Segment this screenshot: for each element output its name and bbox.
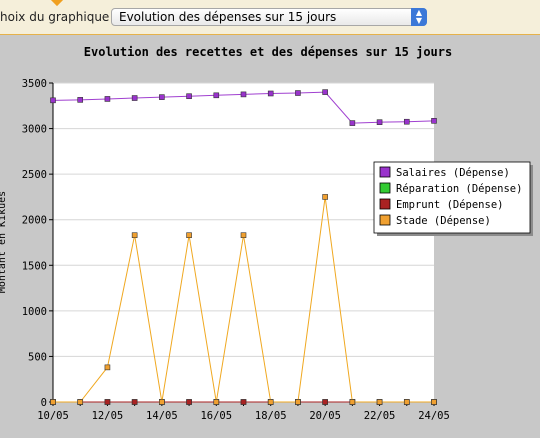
data-point (104, 96, 111, 102)
tab-notch (49, 0, 65, 7)
data-point (186, 399, 192, 405)
data-point (349, 120, 356, 126)
chart-choice-select[interactable]: Evolution des dépenses sur 15 jours ▲ ▼ (111, 8, 427, 26)
legend: Salaires (Dépense) Réparation (Dépense) Em… (373, 161, 533, 236)
data-point (403, 118, 410, 125)
legend-label: Réparation (Dépense) (396, 183, 522, 195)
legend-label: Salaires (Dépense) (396, 167, 510, 179)
data-point (376, 399, 383, 405)
data-point (77, 97, 84, 103)
plot-area (53, 83, 434, 402)
data-point (295, 399, 301, 405)
x-tick-label: 24/05 (418, 410, 450, 422)
x-tick-label: 22/05 (364, 410, 396, 422)
data-point (376, 119, 383, 125)
chart-choice-value: Evolution des dépenses sur 15 jours (119, 10, 337, 24)
data-point (295, 90, 301, 96)
data-point (213, 92, 220, 99)
y-axis: 0 500 1000 1500 2000 2500 3000 3500 (22, 78, 54, 409)
y-tick-label: 3000 (22, 124, 47, 136)
x-tick-label: 14/05 (146, 410, 178, 422)
data-point (50, 399, 56, 405)
y-tick-label: 1000 (22, 306, 47, 318)
legend-swatch (379, 166, 391, 178)
x-tick-label: 20/05 (309, 410, 341, 422)
data-point (131, 399, 138, 405)
y-tick-label: 0 (41, 397, 47, 409)
x-axis: 10/05 12/05 14/05 16/05 18/05 20/05 22/05 24/05 (37, 401, 450, 422)
y-tick-label: 2500 (22, 169, 47, 181)
y-tick-label: 3500 (22, 78, 47, 90)
data-point (131, 232, 138, 239)
data-point (431, 118, 437, 124)
data-point (213, 399, 220, 405)
x-tick-label: 12/05 (92, 410, 124, 422)
data-point (159, 94, 165, 100)
data-point (159, 399, 165, 405)
data-point (104, 399, 111, 405)
select-arrows-icon: ▲ ▼ (411, 8, 427, 26)
data-point (322, 89, 328, 95)
legend-label: Stade (Dépense) (396, 215, 491, 227)
data-point (186, 93, 192, 100)
data-point (403, 399, 410, 405)
chart-selector-bar: hoix du graphique : Evolution des dépens… (0, 0, 540, 35)
data-point (267, 399, 274, 405)
expense-line-chart: Evolution des recettes et des dépenses s… (0, 45, 533, 422)
data-point (322, 399, 328, 405)
legend-swatch (379, 182, 391, 194)
data-point (240, 399, 247, 405)
data-point (186, 232, 192, 239)
y-tick-label: 1500 (22, 260, 47, 272)
data-point (322, 194, 328, 200)
chart-title: Evolution des recettes et des dépenses s… (84, 45, 452, 59)
series-group (50, 89, 437, 405)
data-point (267, 90, 274, 97)
data-point (131, 95, 138, 101)
data-point (50, 97, 56, 104)
data-point (104, 364, 111, 371)
y-tick-label: 2000 (22, 215, 47, 227)
legend-box (373, 161, 531, 234)
x-tick-label: 18/05 (255, 410, 287, 422)
data-point (431, 399, 437, 405)
chart-panel: Evolution des recettes et des dépenses s… (0, 35, 540, 438)
x-tick-label: 10/05 (37, 410, 69, 422)
data-point (77, 399, 84, 405)
data-point (349, 399, 356, 405)
y-axis-label: Montant en Kikues (0, 191, 8, 293)
data-point (240, 232, 247, 239)
chart-choice-label: hoix du graphique : (0, 10, 118, 24)
legend-swatch (379, 214, 391, 226)
legend-label: Emprunt (Dépense) (396, 199, 503, 211)
x-tick-label: 16/05 (200, 410, 232, 422)
data-point (240, 91, 247, 98)
legend-swatch (379, 198, 391, 210)
y-tick-label: 500 (28, 351, 47, 363)
